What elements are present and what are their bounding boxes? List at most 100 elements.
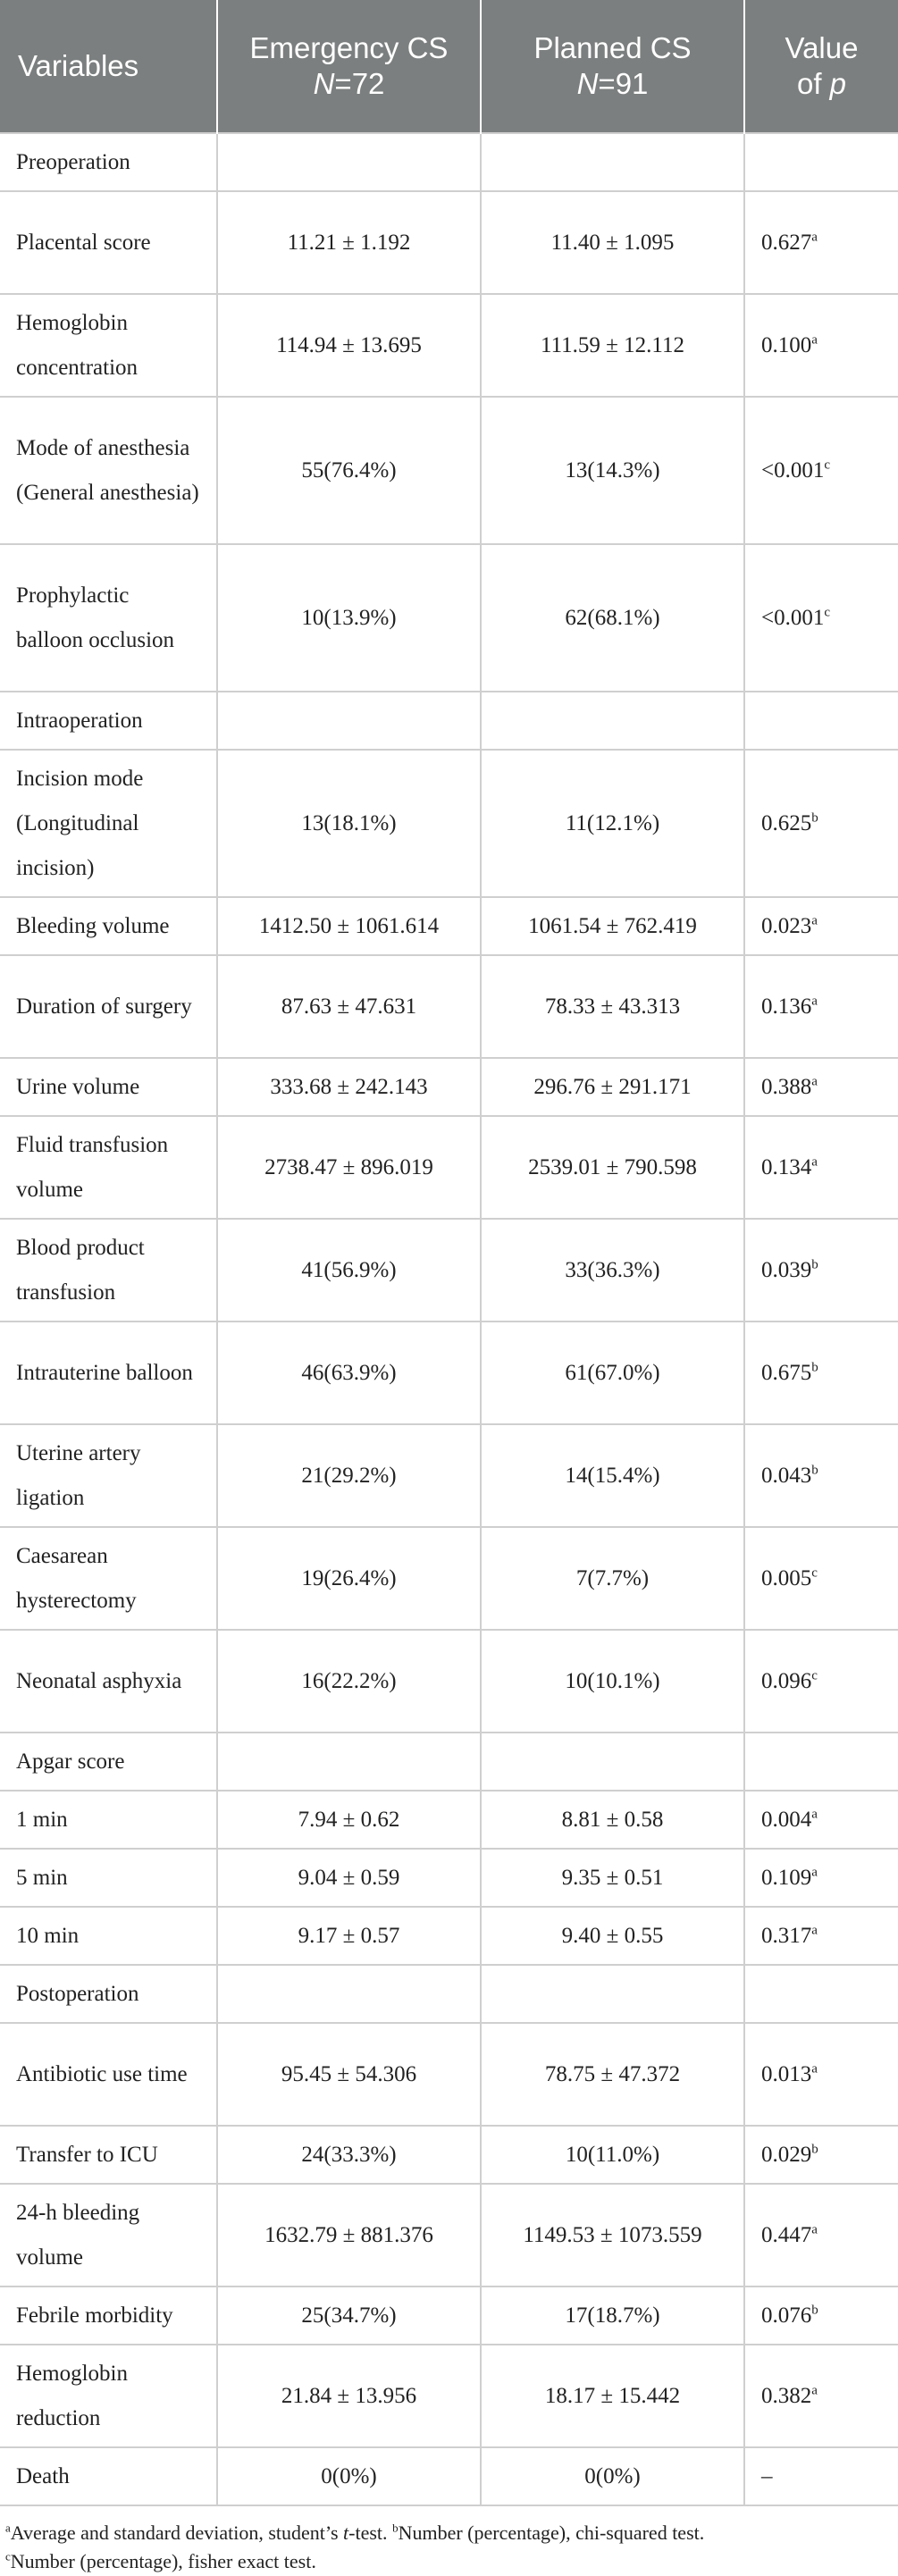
footnote-marker: a	[811, 913, 818, 928]
cell-variable: Intraoperation	[0, 691, 218, 751]
cell-variable: Bleeding volume	[0, 896, 218, 956]
table-row: Urine volume 333.68 ± 242.143 296.76 ± 291…	[0, 1057, 898, 1117]
cell-emergency-cs: 10(13.9%)	[216, 543, 482, 692]
cell-planned-cs: 18.17 ± 15.442	[480, 2344, 745, 2448]
cell-variable: Uterine artery ligation	[0, 1423, 218, 1528]
header-planned-cs: Planned CS N=91	[481, 0, 745, 133]
cell-planned-cs: 11(12.1%)	[480, 749, 745, 898]
cell-planned-cs: 111.59 ± 12.112	[480, 293, 745, 398]
cell-planned-cs: 7(7.7%)	[480, 1526, 745, 1631]
cell-variable: Death	[0, 2446, 218, 2506]
table-footnotes: aAverage and standard deviation, student…	[0, 2506, 898, 2576]
table-row: Febrile morbidity 25(34.7%) 17(18.7%) 0.076…	[0, 2286, 898, 2345]
cell-emergency-cs: 87.63 ± 47.631	[216, 954, 482, 1059]
footnote-marker: c	[811, 1565, 818, 1581]
cell-planned-cs: 61(67.0%)	[480, 1321, 745, 1425]
cell-variable: Neonatal asphyxia	[0, 1629, 218, 1733]
cell-p-value: 0.675b	[743, 1321, 898, 1425]
cell-p-value: 0.096c	[743, 1629, 898, 1733]
cell-variable: Incision mode (Longitudinal incision)	[0, 749, 218, 898]
cell-planned-cs	[480, 132, 745, 192]
table-row: Hemoglobin concentration 114.94 ± 13.695 1…	[0, 293, 898, 398]
footnote-marker: b	[811, 1257, 818, 1272]
footnote-marker: a	[811, 994, 818, 1009]
cell-p-value: 0.136a	[743, 954, 898, 1059]
table-row: 5 min 9.04 ± 0.59 9.35 ± 0.51 0.109a	[0, 1848, 898, 1908]
table-row: Bleeding volume 1412.50 ± 1061.614 1061.54…	[0, 896, 898, 956]
table-row: Uterine artery ligation 21(29.2%) 14(15.4%…	[0, 1423, 898, 1528]
table-row: Preoperation	[0, 132, 898, 192]
cell-variable: Febrile morbidity	[0, 2286, 218, 2345]
table-row: Antibiotic use time 95.45 ± 54.306 78.75 ±…	[0, 2022, 898, 2127]
footnote-marker: c	[824, 605, 831, 620]
cell-emergency-cs: 55(76.4%)	[216, 396, 482, 545]
cell-variable: Placental score	[0, 190, 218, 295]
footnote-marker: a	[811, 1923, 818, 1938]
cell-p-value: 0.005c	[743, 1526, 898, 1631]
table-row: Apgar score	[0, 1732, 898, 1791]
cell-emergency-cs: 21(29.2%)	[216, 1423, 482, 1528]
footnote-marker: a	[811, 2222, 818, 2237]
cell-p-value: 0.023a	[743, 896, 898, 956]
cell-p-value: 0.029b	[743, 2125, 898, 2185]
cell-emergency-cs: 19(26.4%)	[216, 1526, 482, 1631]
cell-planned-cs: 14(15.4%)	[480, 1423, 745, 1528]
cell-planned-cs: 78.75 ± 47.372	[480, 2022, 745, 2127]
cell-variable: 24-h bleeding volume	[0, 2183, 218, 2287]
table-body: Preoperation Placental score 11.21 ± 1.192…	[0, 132, 898, 2506]
header-variables: Variables	[0, 0, 218, 133]
cell-emergency-cs: 9.17 ± 0.57	[216, 1906, 482, 1966]
footnote-marker: a	[811, 1074, 818, 1089]
cell-planned-cs: 1149.53 ± 1073.559	[480, 2183, 745, 2287]
cell-p-value: 0.039b	[743, 1218, 898, 1322]
table-row: Postoperation	[0, 1964, 898, 2024]
cell-planned-cs: 296.76 ± 291.171	[480, 1057, 745, 1117]
cell-planned-cs: 33(36.3%)	[480, 1218, 745, 1322]
cell-variable: Hemoglobin concentration	[0, 293, 218, 398]
table-row: Hemoglobin reduction 21.84 ± 13.956 18.17 …	[0, 2344, 898, 2448]
cell-planned-cs: 8.81 ± 0.58	[480, 1790, 745, 1850]
footnote-marker: a	[811, 1154, 818, 1170]
table-row: 1 min 7.94 ± 0.62 8.81 ± 0.58 0.004a	[0, 1790, 898, 1850]
cell-planned-cs: 10(11.0%)	[480, 2125, 745, 2185]
table-row: Blood product transfusion 41(56.9%) 33(36.…	[0, 1218, 898, 1322]
footnote-marker: c	[811, 1668, 818, 1683]
cell-p-value: 0.382a	[743, 2344, 898, 2448]
cell-p-value: –	[743, 2446, 898, 2506]
table-row: Neonatal asphyxia 16(22.2%) 10(10.1%) 0.096…	[0, 1629, 898, 1733]
cell-planned-cs: 62(68.1%)	[480, 543, 745, 692]
cell-variable: Antibiotic use time	[0, 2022, 218, 2127]
cell-p-value: 0.100a	[743, 293, 898, 398]
cell-planned-cs	[480, 1732, 745, 1791]
cell-p-value	[743, 1964, 898, 2024]
footnote-marker: b	[811, 1463, 818, 1478]
cell-p-value: 0.447a	[743, 2183, 898, 2287]
cell-p-value: <0.001c	[743, 396, 898, 545]
cell-emergency-cs: 21.84 ± 13.956	[216, 2344, 482, 2448]
table-row: 24-h bleeding volume 1632.79 ± 881.376 114…	[0, 2183, 898, 2287]
cell-emergency-cs: 16(22.2%)	[216, 1629, 482, 1733]
table-row: Mode of anesthesia (General anesthesia) 5…	[0, 396, 898, 545]
cell-variable: Apgar score	[0, 1732, 218, 1791]
header-p-value: Value of p	[744, 0, 898, 133]
cell-variable: Fluid transfusion volume	[0, 1115, 218, 1220]
cell-p-value: 0.388a	[743, 1057, 898, 1117]
cell-planned-cs: 13(14.3%)	[480, 396, 745, 545]
cell-variable: Transfer to ICU	[0, 2125, 218, 2185]
cell-variable: Hemoglobin reduction	[0, 2344, 218, 2448]
footnote-marker: c	[824, 457, 831, 473]
table-row: Fluid transfusion volume 2738.47 ± 896.01…	[0, 1115, 898, 1220]
cell-variable: Blood product transfusion	[0, 1218, 218, 1322]
cell-variable: Urine volume	[0, 1057, 218, 1117]
cell-planned-cs	[480, 1964, 745, 2024]
header-emergency-cs: Emergency CS N=72	[217, 0, 482, 133]
footnote-line-2: cNumber (percentage), fisher exact test.	[5, 2549, 316, 2572]
cell-emergency-cs: 13(18.1%)	[216, 749, 482, 898]
footnote-marker: a	[811, 230, 818, 245]
table-row: Intraoperation	[0, 691, 898, 751]
cell-p-value: 0.013a	[743, 2022, 898, 2127]
cell-p-value	[743, 1732, 898, 1791]
cell-p-value	[743, 132, 898, 192]
cell-planned-cs: 10(10.1%)	[480, 1629, 745, 1733]
footnote-marker: a	[811, 332, 818, 348]
